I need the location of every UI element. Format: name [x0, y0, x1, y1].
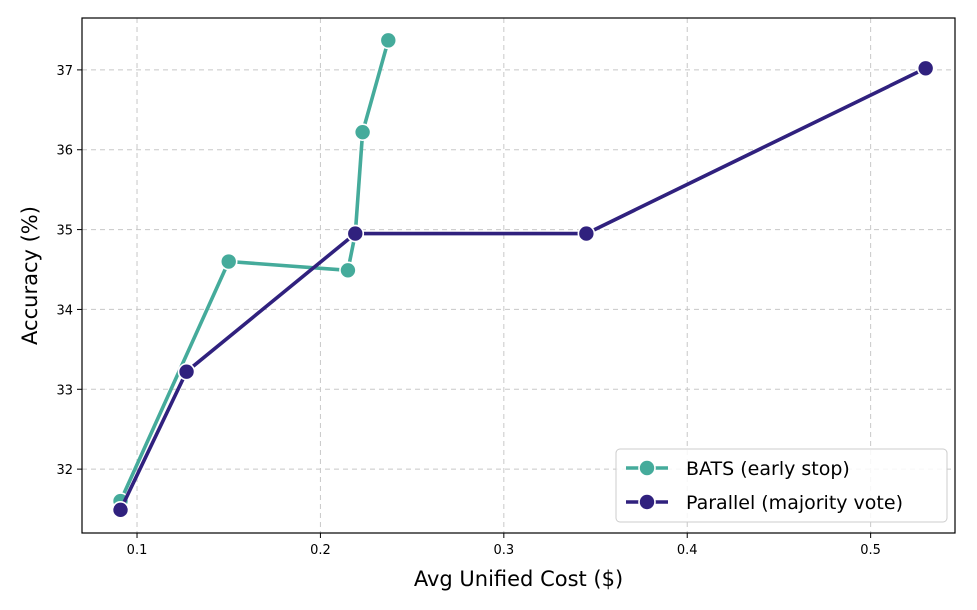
y-tick-label: 37: [56, 64, 73, 79]
x-tick-label: 0.3: [493, 543, 514, 558]
y-tick-label: 35: [56, 224, 73, 239]
x-tick-label: 0.1: [127, 543, 148, 558]
series-1: [111, 59, 935, 519]
legend-box: [615, 448, 948, 523]
data-point: [339, 261, 357, 280]
data-point: [916, 59, 935, 78]
legend-item: Parallel (majority vote): [626, 492, 903, 514]
y-tick-label: 32: [56, 463, 73, 478]
data-point: [379, 31, 398, 50]
y-tick-label: 33: [56, 383, 73, 398]
y-axis-title: Accuracy (%): [18, 206, 42, 345]
axis-ticks: 0.1 0.2 0.3 0.4 0.5 32 33 34 35 36 37: [56, 64, 881, 558]
data-point: [353, 123, 372, 141]
data-point: [111, 501, 130, 519]
series-layer: [111, 31, 935, 519]
legend-swatch-marker: [638, 493, 656, 511]
series-line: [118, 66, 928, 512]
legend: BATS (early stop) Parallel (majority vote…: [615, 448, 948, 523]
legend-label: Parallel (majority vote): [686, 492, 903, 514]
y-tick-label: 36: [56, 144, 73, 159]
legend-swatch-marker: [638, 459, 656, 477]
series-0: [111, 31, 398, 510]
x-tick-label: 0.5: [860, 543, 881, 558]
data-point: [177, 362, 196, 381]
grid: [82, 18, 955, 533]
x-axis-title: Avg Unified Cost ($): [414, 567, 623, 591]
series-line: [118, 38, 391, 503]
data-point: [346, 224, 365, 243]
plot-frame: [81, 17, 956, 534]
data-point: [219, 252, 238, 271]
x-tick-label: 0.2: [310, 543, 331, 558]
legend-label: BATS (early stop): [686, 458, 850, 480]
legend-item: BATS (early stop): [626, 458, 850, 480]
y-tick-label: 34: [56, 303, 73, 318]
x-tick-label: 0.4: [677, 543, 698, 558]
data-point: [577, 224, 596, 243]
